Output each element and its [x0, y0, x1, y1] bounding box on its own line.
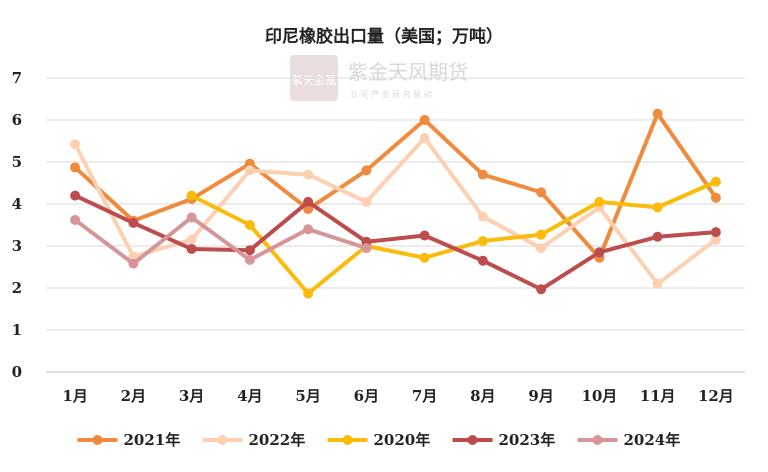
legend-label: 2024年 — [624, 431, 681, 449]
x-axis-ticks: 1月 2月 3月 4月 5月 6月 7月 8月 9月 10月 11月 12月 — [62, 387, 733, 405]
grid-lines — [46, 77, 745, 331]
data-point — [536, 284, 547, 295]
data-point — [419, 115, 430, 125]
y-tick-label: 5 — [12, 153, 22, 171]
legend-item: 2024年 — [577, 431, 681, 449]
series-line — [189, 179, 718, 296]
data-point — [128, 258, 139, 269]
x-tick-label: 12月 — [698, 387, 734, 405]
data-point — [303, 169, 314, 180]
data-point — [70, 214, 81, 225]
data-point — [70, 139, 81, 150]
x-tick-label: 5月 — [295, 387, 320, 405]
series-line — [73, 193, 718, 292]
x-tick-label: 6月 — [354, 387, 379, 405]
series-2023年 — [70, 190, 721, 295]
y-tick-label: 2 — [12, 279, 22, 297]
data-point — [128, 217, 139, 228]
legend-item: 2021年 — [77, 431, 181, 449]
company-name: 紫金天风期货 — [348, 60, 468, 84]
data-point — [652, 231, 663, 242]
y-tick-label: 1 — [12, 321, 22, 339]
data-point — [244, 220, 255, 230]
x-tick-label: 7月 — [412, 387, 437, 405]
legend-marker — [467, 435, 478, 445]
series-2022年 — [70, 133, 721, 289]
legend-marker — [342, 435, 353, 445]
data-point — [594, 196, 605, 207]
legend-marker — [92, 435, 103, 445]
data-point — [244, 245, 255, 256]
x-tick-label: 4月 — [237, 387, 262, 405]
chart-title: 印尼橡胶出口量（美国；万吨） — [265, 26, 503, 47]
data-point — [186, 234, 197, 245]
legend-item: 2022年 — [202, 431, 306, 449]
legend-item: 2020年 — [327, 431, 431, 449]
data-point — [244, 165, 255, 176]
company-slogan: 立 足 产 业 研 究 驱 动 — [350, 89, 432, 99]
data-point — [244, 254, 255, 265]
legend-label: 2021年 — [124, 431, 181, 449]
data-point — [303, 224, 314, 235]
data-point — [361, 165, 372, 176]
legend-label: 2022年 — [249, 431, 306, 449]
legend-marker — [592, 435, 603, 445]
data-point — [186, 190, 197, 201]
data-point — [710, 234, 721, 245]
data-point — [361, 243, 372, 254]
data-point — [477, 255, 488, 266]
data-point — [186, 212, 197, 223]
series-2024年 — [70, 212, 372, 269]
data-point — [594, 247, 605, 258]
data-point — [652, 108, 663, 119]
y-tick-label: 4 — [12, 195, 22, 213]
x-tick-label: 11月 — [640, 387, 676, 405]
legend-marker — [217, 435, 228, 445]
data-point — [70, 190, 81, 201]
y-tick-label: 7 — [12, 69, 22, 87]
data-point — [128, 251, 139, 262]
series-group — [70, 108, 721, 299]
data-point — [536, 243, 547, 254]
x-tick-label: 9月 — [528, 387, 553, 405]
data-point — [303, 288, 314, 299]
data-point — [710, 227, 721, 238]
legend-label: 2020年 — [374, 431, 431, 449]
x-tick-label: 8月 — [470, 387, 495, 405]
data-point — [419, 230, 430, 241]
series-line — [73, 111, 718, 260]
data-point — [652, 278, 663, 289]
company-watermark: 紫天金風 紫金天风期货 立 足 产 业 研 究 驱 动 — [290, 55, 468, 101]
data-point — [536, 229, 547, 240]
data-point — [419, 133, 430, 144]
data-point — [70, 162, 81, 173]
data-point — [710, 176, 721, 187]
data-point — [652, 202, 663, 213]
legend-label: 2023年 — [499, 431, 556, 449]
y-tick-label: 3 — [12, 237, 22, 255]
data-point — [710, 192, 721, 203]
legend: 2021年 2022年 2020年 2023年 2024年 — [77, 431, 681, 449]
y-axis-ticks: 0 1 2 3 4 5 6 7 — [12, 69, 22, 381]
data-point — [361, 196, 372, 207]
data-point — [477, 169, 488, 180]
x-tick-label: 1月 — [62, 387, 87, 405]
legend-item: 2023年 — [452, 431, 556, 449]
company-seal-text: 紫天金風 — [292, 73, 336, 87]
data-point — [536, 187, 547, 198]
data-point — [303, 196, 314, 207]
x-tick-label: 2月 — [121, 387, 146, 405]
y-tick-label: 6 — [12, 111, 22, 129]
x-tick-label: 10月 — [581, 387, 617, 405]
data-point — [477, 211, 488, 222]
data-point — [419, 252, 430, 263]
data-point — [477, 235, 488, 246]
data-point — [186, 243, 197, 254]
y-tick-label: 0 — [12, 363, 22, 381]
x-tick-label: 3月 — [179, 387, 204, 405]
series-line — [73, 215, 369, 266]
